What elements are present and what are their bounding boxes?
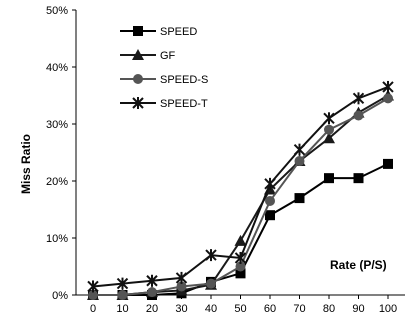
data-point-speed-t xyxy=(352,92,365,105)
data-point-speed-s xyxy=(324,124,334,135)
data-point-speed-t xyxy=(146,274,158,287)
x-tick-label: 90 xyxy=(352,303,364,315)
x-tick-label: 30 xyxy=(175,303,187,315)
data-point-speed-s xyxy=(353,110,364,121)
legend-marker xyxy=(133,74,143,84)
x-tick-label: 10 xyxy=(116,303,128,315)
x-tick-label: 40 xyxy=(205,303,217,315)
x-tick-label: 0 xyxy=(90,303,96,315)
y-tick-label: 40% xyxy=(46,62,68,74)
data-point-gf xyxy=(323,132,335,144)
x-tick-label: 50 xyxy=(234,303,246,315)
data-point-speed-t xyxy=(323,112,335,125)
series-speed-s xyxy=(88,93,393,300)
x-tick-label: 100 xyxy=(379,303,397,315)
x-tick-label: 80 xyxy=(323,303,335,315)
legend-item-gf: GF xyxy=(120,49,176,62)
data-point-speed-t xyxy=(264,177,276,190)
legend: SPEED GF SPEED-S SPEED-T xyxy=(120,26,208,110)
legend-label-gf: GF xyxy=(160,50,176,62)
data-point-speed-t xyxy=(175,271,188,284)
data-point-speed xyxy=(324,173,334,184)
y-axis-title: Miss Ratio xyxy=(19,134,33,194)
legend-item-speed-s: SPEED-S xyxy=(120,74,208,86)
x-axis-title: Rate (P/S) xyxy=(330,258,387,272)
legend-marker xyxy=(133,26,143,36)
series-speed xyxy=(88,158,393,300)
data-point-speed-t xyxy=(293,143,306,156)
y-tick-label: 0% xyxy=(52,290,68,302)
data-point-speed xyxy=(294,193,305,204)
data-point-speed xyxy=(383,158,393,169)
legend-marker xyxy=(132,49,144,60)
data-point-speed-s xyxy=(235,261,246,272)
x-tick-label: 60 xyxy=(264,303,276,315)
legend-label-speed-t: SPEED-T xyxy=(160,98,208,110)
data-point-speed xyxy=(353,173,364,184)
data-point-speed-s xyxy=(117,290,128,300)
legend-label-speed: SPEED xyxy=(160,26,197,38)
data-point-speed-s xyxy=(176,281,187,292)
legend-item-speed: SPEED xyxy=(120,26,197,38)
data-point-speed-s xyxy=(383,93,393,104)
data-point-gf xyxy=(234,234,247,246)
data-point-speed xyxy=(235,268,246,279)
data-point-speed-s xyxy=(147,287,157,298)
y-tick-label: 30% xyxy=(46,119,68,131)
legend-marker xyxy=(132,97,144,109)
legend-label-speed-s: SPEED-S xyxy=(160,74,208,86)
data-point-speed-t xyxy=(234,251,247,264)
x-tick-label: 70 xyxy=(293,303,305,315)
data-point-speed-t xyxy=(205,249,217,262)
data-point-speed-t xyxy=(87,280,99,293)
data-point-speed-t xyxy=(382,80,394,93)
data-point-speed xyxy=(265,210,275,221)
data-point-speed-s xyxy=(294,156,305,167)
y-tick-label: 50% xyxy=(46,5,68,17)
y-tick-label: 20% xyxy=(46,176,68,188)
y-tick-label: 10% xyxy=(46,233,68,245)
data-point-speed-t xyxy=(116,277,129,290)
tick-labels: 0% 10% 20% 30% 40% 50% 0 10 20 30 40 50 60 70 80 90 100 xyxy=(46,5,397,315)
data-point-speed-s xyxy=(265,195,275,206)
data-point-speed-s xyxy=(206,278,216,289)
data-point-speed-s xyxy=(88,290,98,300)
legend-item-speed-t: SPEED-T xyxy=(120,97,208,110)
series-group xyxy=(87,80,394,300)
series-speed-t xyxy=(87,80,394,293)
x-tick-label: 20 xyxy=(146,303,158,315)
